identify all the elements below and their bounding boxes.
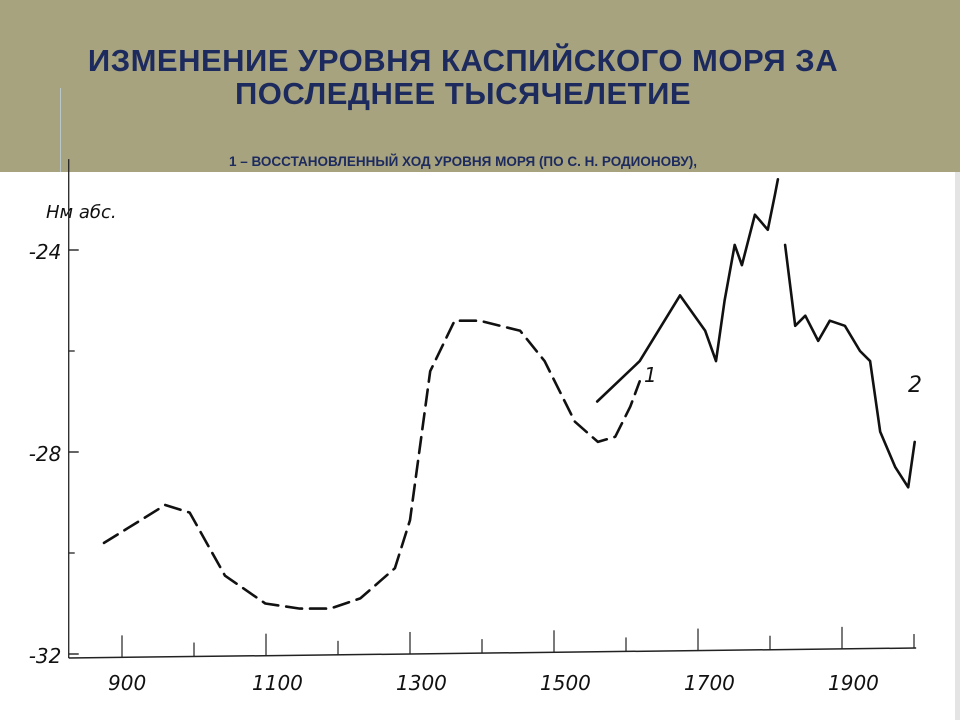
series-line-2: [595, 178, 780, 403]
x-tick-label: 1300: [396, 671, 447, 695]
title-band: [0, 0, 960, 172]
series-line-1: [102, 319, 641, 610]
x-tick-label: 1100: [252, 671, 303, 695]
y-tick-label: -32: [29, 644, 62, 668]
series-label-1: 1: [644, 363, 657, 387]
right-edge-bar: [955, 172, 960, 720]
y-tick-label: -24: [29, 240, 62, 264]
y-axis-label: Нм абс.: [46, 202, 117, 223]
series-label-2: 2: [908, 373, 922, 398]
slide-subtitle: 1 – ВОССТАНОВЛЕННЫЙ ХОД УРОВНЯ МОРЯ (ПО …: [229, 154, 697, 169]
x-tick-label: 1500: [540, 671, 591, 695]
x-tick-label: 1900: [828, 671, 879, 695]
y-tick-label: -28: [29, 442, 62, 466]
decorative-line: [60, 88, 61, 172]
x-axis: [68, 647, 917, 659]
slide-title: ИЗМЕНЕНИЕ УРОВНЯ КАСПИЙСКОГО МОРЯ ЗА ПОС…: [87, 43, 839, 111]
series-line-3: [783, 243, 916, 489]
x-tick-label: 1700: [684, 671, 735, 695]
x-tick-label: 900: [108, 671, 146, 695]
